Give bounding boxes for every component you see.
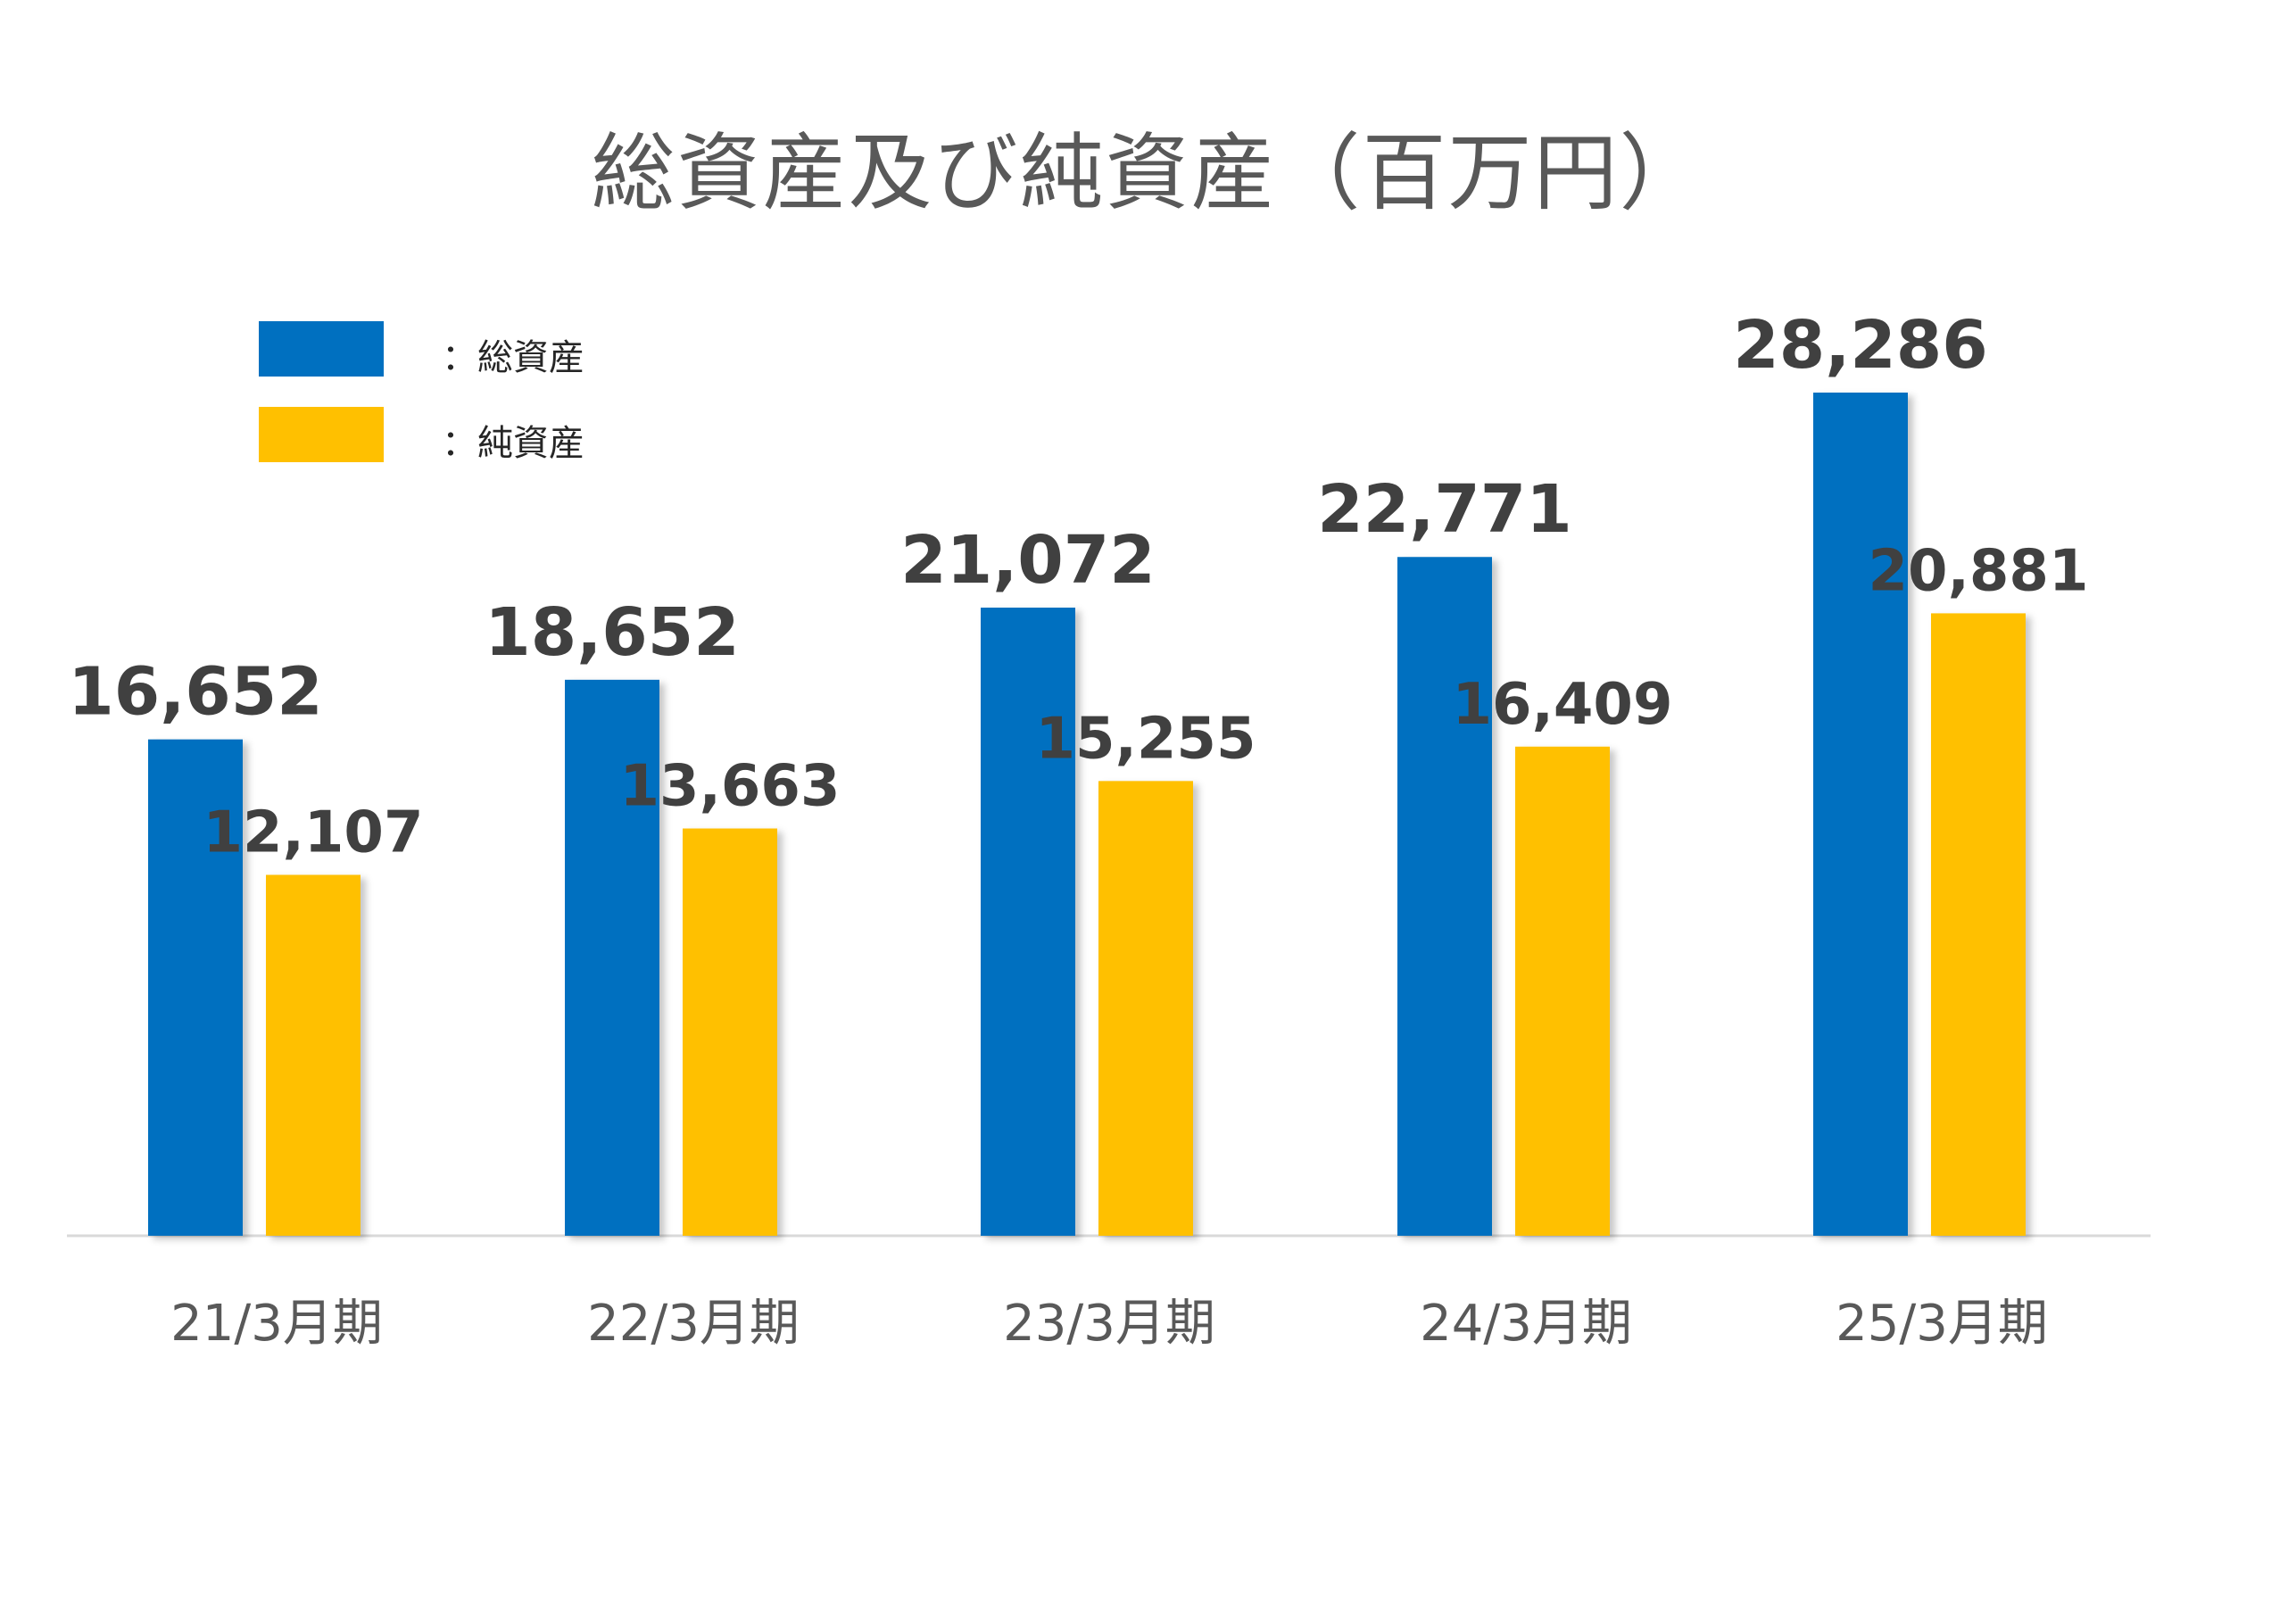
x-tick-label-4: 25/3月期 [1836, 1295, 2048, 1353]
bar-total-assets-3 [1397, 557, 1492, 1236]
x-tick-label-2: 23/3月期 [1003, 1295, 1215, 1353]
bar-net-assets-1 [683, 828, 777, 1236]
x-tick-label-0: 21/3月期 [170, 1295, 383, 1353]
data-label-net-assets-4: 20,881 [1869, 538, 2089, 604]
bar-net-assets-4 [1931, 613, 2026, 1236]
legend-swatch-total-assets [259, 321, 384, 377]
x-tick-label-1: 22/3月期 [587, 1295, 800, 1353]
bar-net-assets-2 [1098, 781, 1193, 1236]
data-label-total-assets-3: 22,771 [1317, 471, 1572, 548]
legend-swatch-net-assets [259, 407, 384, 462]
legend-label-net-assets: ：純資産 [442, 423, 584, 464]
data-label-net-assets-0: 12,107 [203, 800, 424, 866]
data-label-net-assets-3: 16,409 [1453, 672, 1673, 738]
data-label-total-assets-0: 16,652 [68, 654, 323, 731]
bar-net-assets-0 [266, 874, 361, 1236]
bar-total-assets-1 [565, 679, 659, 1236]
data-label-total-assets-4: 28,286 [1733, 307, 1988, 384]
bar-total-assets-4 [1813, 393, 1908, 1236]
data-label-net-assets-1: 13,663 [620, 754, 841, 820]
bar-net-assets-3 [1515, 746, 1610, 1236]
bar-total-assets-2 [981, 608, 1075, 1236]
data-label-total-assets-2: 21,072 [900, 522, 1156, 599]
chart-title: 総資産及び純資産（百万円） [591, 125, 1705, 222]
x-tick-label-3: 24/3月期 [1420, 1295, 1632, 1353]
data-label-net-assets-2: 15,255 [1036, 706, 1256, 772]
data-label-total-assets-1: 18,652 [485, 594, 740, 671]
legend-label-total-assets: ：総資産 [442, 337, 584, 378]
bar-total-assets-0 [148, 739, 243, 1236]
